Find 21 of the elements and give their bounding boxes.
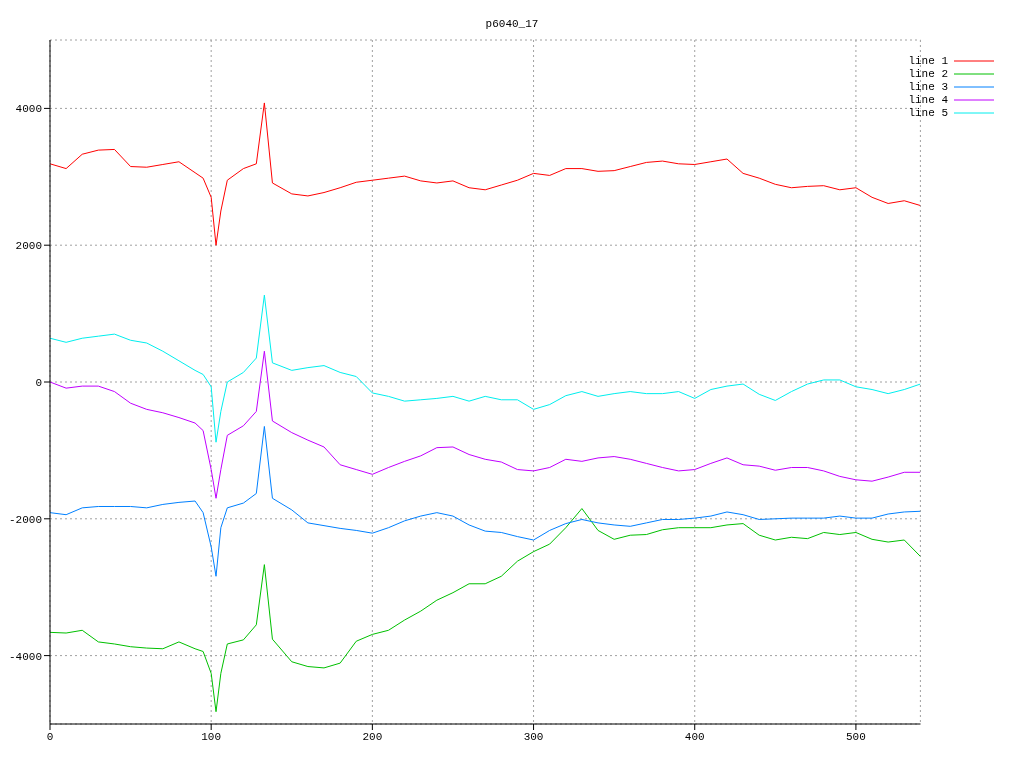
x-tick-label: 200 [362, 730, 383, 743]
line-series [50, 508, 921, 713]
y-tick-label: -4000 [8, 650, 42, 663]
line-series [50, 350, 921, 499]
chart-title: p6040_17 [484, 18, 540, 30]
y-tick-label: -2000 [8, 513, 42, 526]
legend-label: line 2 [908, 67, 948, 80]
y-tick-label: 0 [35, 376, 42, 389]
legend-label: line 1 [908, 54, 948, 67]
line-series [50, 425, 921, 577]
line-series [50, 294, 921, 443]
x-tick-label: 500 [846, 730, 866, 743]
legend-label: line 3 [908, 80, 948, 93]
legend-label: line 5 [908, 106, 948, 119]
x-tick-label: 100 [201, 730, 222, 743]
x-tick-label: 0 [46, 730, 54, 743]
x-tick-label: 300 [523, 730, 544, 743]
y-tick-label: 4000 [15, 103, 42, 116]
x-tick-label: 400 [684, 730, 705, 743]
legend-label: line 4 [908, 93, 948, 106]
y-tick-label: 2000 [15, 240, 42, 253]
